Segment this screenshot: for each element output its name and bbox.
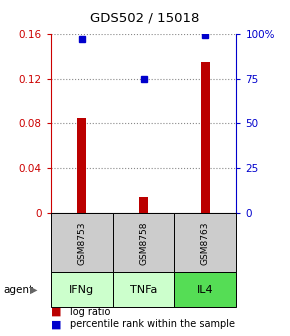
Text: ■: ■ bbox=[51, 319, 61, 329]
Text: ▶: ▶ bbox=[30, 285, 37, 295]
Text: agent: agent bbox=[3, 285, 33, 295]
Text: GSM8763: GSM8763 bbox=[201, 221, 210, 264]
Text: GDS502 / 15018: GDS502 / 15018 bbox=[90, 12, 200, 25]
Text: IL4: IL4 bbox=[197, 285, 214, 295]
Text: ■: ■ bbox=[51, 307, 61, 317]
Text: log ratio: log ratio bbox=[70, 307, 110, 317]
Text: IFNg: IFNg bbox=[69, 285, 94, 295]
Text: TNFa: TNFa bbox=[130, 285, 157, 295]
Bar bbox=[139, 197, 148, 213]
Text: GSM8753: GSM8753 bbox=[77, 221, 86, 264]
Text: percentile rank within the sample: percentile rank within the sample bbox=[70, 319, 235, 329]
Text: GSM8758: GSM8758 bbox=[139, 221, 148, 264]
Bar bbox=[201, 62, 210, 213]
Bar bbox=[77, 118, 86, 213]
